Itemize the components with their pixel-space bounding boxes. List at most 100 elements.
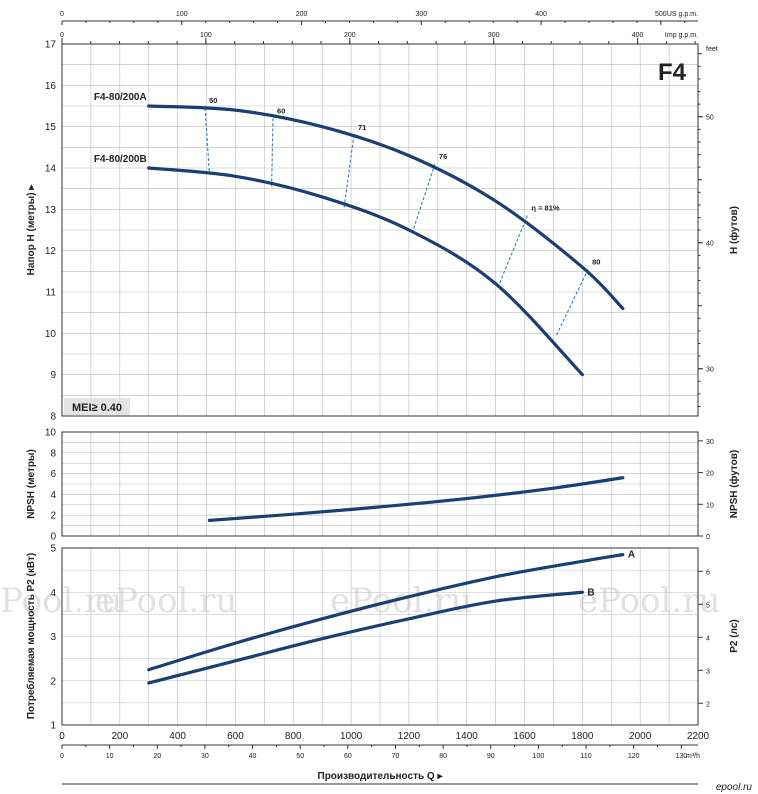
x-tick-label: 800 <box>285 731 302 742</box>
head-curve-b <box>147 166 584 377</box>
us-gpm-tick-label: 100 <box>176 11 188 18</box>
m3h-unit: m³/h <box>686 753 700 760</box>
efficiency-line <box>204 108 210 175</box>
head-y2-axis-title: H (футов) <box>728 206 740 254</box>
brand-mark: epool.ru <box>716 782 753 793</box>
x-tick-label: 0 <box>59 731 65 742</box>
power-hp-tick-label: 4 <box>706 635 710 642</box>
head-curve-a <box>147 104 625 311</box>
m3h-tick-label: 60 <box>344 753 352 760</box>
npsh-ft-tick-label: 0 <box>706 534 710 541</box>
us-gpm-tick-label: 300 <box>415 11 427 18</box>
x-tick-label: 1200 <box>398 731 421 742</box>
imp-gpm-tick-label: 400 <box>632 32 644 39</box>
m3h-tick-label: 0 <box>60 753 64 760</box>
x-axis-title: Производительность Q ▸ <box>318 771 444 782</box>
head-y-tick-label: 9 <box>50 370 56 381</box>
efficiency-line <box>343 134 355 210</box>
head-y-tick-label: 8 <box>50 412 56 423</box>
x-tick-label: 1000 <box>340 731 363 742</box>
efficiency-line <box>555 269 589 336</box>
head-ft-tick-label: 50 <box>706 115 714 122</box>
npsh-y-tick-label: 0 <box>50 532 56 543</box>
head-y-tick-label: 16 <box>45 81 57 92</box>
head-ft-unit: feet <box>706 46 718 53</box>
head-y-axis-title: Напор H (метры) ▸ <box>26 184 37 276</box>
series-label-b: F4-80/200B <box>94 154 147 165</box>
efficiency-label: 50 <box>209 96 217 105</box>
efficiency-label: 71 <box>358 123 366 132</box>
imp-gpm-tick-label: 200 <box>344 32 356 39</box>
us-gpm-tick-label: 400 <box>535 11 547 18</box>
npsh-y-tick-label: 4 <box>50 490 56 501</box>
imp-gpm-tick-label: 100 <box>200 32 212 39</box>
power-y-axis-title: Потребляемая мощность P2 (кВт) <box>25 553 37 719</box>
efficiency-line <box>411 163 436 235</box>
imp-gpm-tick-label: 300 <box>488 32 500 39</box>
m3h-tick-label: 40 <box>249 753 257 760</box>
power-y-tick-label: 1 <box>50 721 56 732</box>
head-y-tick-label: 10 <box>45 329 57 340</box>
x-tick-label: 1800 <box>571 731 594 742</box>
mei-badge <box>64 398 130 415</box>
x-tick-label: 2200 <box>687 731 710 742</box>
m3h-tick-label: 50 <box>296 753 304 760</box>
x-tick-label: 600 <box>227 731 244 742</box>
mei-text: MEI≥ 0.40 <box>72 402 122 414</box>
x-tick-label: 1600 <box>513 731 536 742</box>
us-gpm-tick-label: 0 <box>60 11 64 18</box>
m3h-tick-label: 10 <box>106 753 114 760</box>
power-y-tick-label: 5 <box>50 544 56 555</box>
npsh-y-tick-label: 8 <box>50 448 56 459</box>
head-y-tick-label: 15 <box>45 122 57 133</box>
m3h-tick-label: 110 <box>580 753 591 760</box>
head-ft-tick-label: 30 <box>706 367 714 374</box>
efficiency-line <box>498 215 528 287</box>
npsh-y-axis-title: NPSH (метры) <box>26 449 37 519</box>
m3h-tick-label: 100 <box>533 753 545 760</box>
series-label-a: F4-80/200A <box>94 92 147 103</box>
efficiency-label: 76 <box>439 152 447 161</box>
power-hp-tick-label: 2 <box>706 701 710 708</box>
npsh-y-tick-label: 6 <box>50 469 56 480</box>
power-y2-axis-title: P2 (лс) <box>729 619 740 652</box>
npsh-ft-tick-label: 20 <box>706 471 714 478</box>
m3h-tick-label: 20 <box>153 753 161 760</box>
us-gpm-label: US g.p.m. <box>667 11 698 18</box>
us-gpm-tick-label: 500 <box>655 11 667 18</box>
watermark-text: ePool.ru <box>95 581 237 621</box>
npsh-curve <box>207 476 625 522</box>
imp-gpm-tick-label: 0 <box>60 32 64 39</box>
power-hp-tick-label: 5 <box>706 602 710 609</box>
npsh-y-tick-label: 2 <box>50 511 56 522</box>
x-tick-label: 200 <box>111 731 128 742</box>
npsh-ft-tick-label: 10 <box>706 502 714 509</box>
head-y-tick-label: 13 <box>45 205 57 216</box>
npsh-panel-frame <box>61 431 699 537</box>
power-curve-a <box>147 553 625 672</box>
efficiency-label: 60 <box>277 106 285 115</box>
efficiency-label: η = 81% <box>531 204 559 213</box>
head-y-tick-label: 14 <box>45 164 57 175</box>
us-gpm-tick-label: 200 <box>296 11 308 18</box>
m3h-tick-label: 30 <box>201 753 209 760</box>
power-panel-frame <box>61 547 699 726</box>
x-tick-label: 400 <box>169 731 186 742</box>
power-hp-tick-label: 6 <box>706 569 710 576</box>
npsh-ft-tick-label: 30 <box>706 439 714 446</box>
npsh-y-tick-label: 10 <box>45 428 57 439</box>
head-y-tick-label: 12 <box>45 246 57 257</box>
power-y-tick-label: 2 <box>50 676 56 687</box>
m3h-tick-label: 70 <box>392 753 400 760</box>
chart-title: F4 <box>658 59 687 86</box>
power-y-tick-label: 4 <box>50 588 56 599</box>
power-label-b: B <box>587 587 594 598</box>
m3h-tick-label: 120 <box>628 753 640 760</box>
power-hp-tick-label: 3 <box>706 668 710 675</box>
power-curve-b <box>147 590 584 685</box>
x-tick-label: 1400 <box>456 731 479 742</box>
power-y-tick-label: 3 <box>50 632 56 643</box>
imp-gpm-label: Imp g.p.m. <box>665 32 698 39</box>
head-y-tick-label: 11 <box>46 288 57 299</box>
